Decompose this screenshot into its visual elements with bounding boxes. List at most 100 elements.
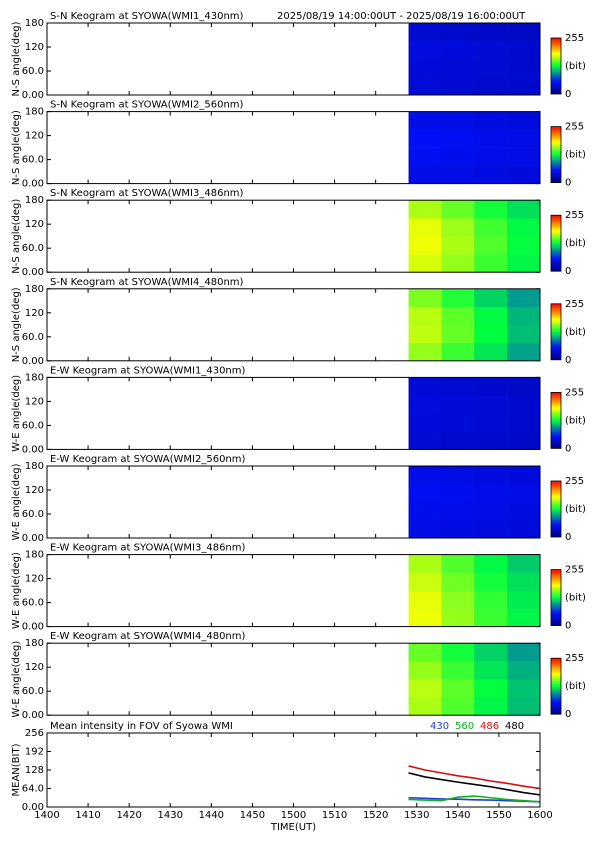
keogram-cell xyxy=(408,377,442,396)
keogram-cell xyxy=(507,608,541,627)
keogram-cell xyxy=(441,520,475,539)
colorbar-label: (bit) xyxy=(565,327,586,338)
keogram-cell xyxy=(507,554,541,573)
colorbar xyxy=(550,37,562,95)
y-tick-label: 0.00 xyxy=(22,802,44,813)
keogram-cell xyxy=(507,23,541,42)
keogram-cell xyxy=(507,466,541,485)
keogram-cell xyxy=(474,111,508,130)
keogram-cell xyxy=(408,520,442,539)
x-tick-label: 1540 xyxy=(445,810,470,821)
y-tick-label: 0.00 xyxy=(22,179,44,190)
keogram-cell xyxy=(474,342,508,362)
y-tick-label: 60.0 xyxy=(22,420,44,431)
series-line xyxy=(408,765,541,790)
x-tick-label: 1530 xyxy=(404,810,429,821)
colorbar-tick-label: 255 xyxy=(565,33,584,44)
x-tick-label: 1420 xyxy=(116,810,141,821)
colorbar xyxy=(550,391,562,449)
panel-subtitle: 2025/08/19 14:00:00UT - 2025/08/19 16:00… xyxy=(277,11,526,22)
keogram-cell xyxy=(507,200,541,219)
y-axis-label: MEAN(BIT) xyxy=(11,743,22,796)
keogram-cell xyxy=(507,572,541,591)
keogram-cell xyxy=(507,643,541,662)
keogram-cell xyxy=(441,254,475,273)
x-tick-label: 1400 xyxy=(34,810,59,821)
colorbar-label: (bit) xyxy=(565,593,586,604)
keogram-cell xyxy=(408,484,442,503)
y-tick-label: 180 xyxy=(25,461,44,472)
colorbar xyxy=(550,657,562,715)
keogram-cell xyxy=(474,165,508,184)
keogram-cell xyxy=(507,218,541,237)
panel-frame xyxy=(46,376,541,450)
panel-title: S-N Keogram at SYOWA(WMI3_486nm) xyxy=(50,188,244,199)
keogram-cell xyxy=(507,484,541,503)
keogram-cell xyxy=(507,147,541,166)
keogram-cell xyxy=(474,520,508,539)
keogram-cell xyxy=(474,41,508,60)
keogram-cell xyxy=(408,200,442,219)
x-tick-label: 1600 xyxy=(527,810,552,821)
y-axis-label: W-E angle(deg) xyxy=(11,463,22,540)
legend-entry: 430 xyxy=(430,721,449,732)
y-tick-label: 180 xyxy=(25,18,44,29)
y-tick-label: 192 xyxy=(25,747,44,758)
colorbar-tick-label: 0 xyxy=(565,266,571,277)
keogram-cell xyxy=(507,236,541,255)
colorbar-tick-label: 255 xyxy=(565,476,584,487)
keogram-cell xyxy=(441,431,475,450)
y-tick-label: 64.0 xyxy=(22,784,44,795)
y-tick-label: 180 xyxy=(25,638,44,649)
y-tick-label: 0.00 xyxy=(22,533,44,544)
keogram-cell xyxy=(441,554,475,573)
panel-title: Mean intensity in FOV of Syowa WMI xyxy=(50,721,233,732)
keogram-cell xyxy=(507,590,541,609)
keogram-cell xyxy=(408,608,442,627)
keogram-cell xyxy=(441,466,475,485)
keogram-cell xyxy=(507,431,541,450)
keogram-cell xyxy=(474,147,508,166)
keogram-cell xyxy=(408,41,442,60)
keogram-cell xyxy=(507,377,541,396)
keogram-cell xyxy=(408,147,442,166)
x-tick-label: 1430 xyxy=(158,810,183,821)
keogram-cell xyxy=(474,484,508,503)
keogram-cell xyxy=(507,59,541,78)
keogram-cell xyxy=(441,697,475,716)
colorbar-label: (bit) xyxy=(565,150,586,161)
keogram-cell xyxy=(474,395,508,414)
panel-title: E-W Keogram at SYOWA(WMI4_480nm) xyxy=(50,631,246,642)
keogram-cell xyxy=(507,502,541,521)
keogram-cell xyxy=(408,554,442,573)
y-axis-label: W-E angle(deg) xyxy=(11,641,22,718)
panel-title: S-N Keogram at SYOWA(WMI1_430nm) xyxy=(50,11,244,22)
colorbar-tick-label: 0 xyxy=(565,355,571,366)
keogram-cell xyxy=(408,288,442,308)
colorbar xyxy=(550,126,562,183)
x-axis-label: TIME(UT) xyxy=(270,822,316,833)
keogram-cell xyxy=(474,697,508,716)
x-tick-label: 1500 xyxy=(281,810,306,821)
keogram-cell xyxy=(408,643,442,662)
y-tick-label: 120 xyxy=(25,485,44,496)
panel-frame xyxy=(46,288,541,362)
colorbar xyxy=(550,569,562,626)
keogram-cell xyxy=(441,236,475,255)
keogram-cell xyxy=(474,129,508,148)
colorbar-tick-label: 0 xyxy=(565,443,571,454)
panel-frame xyxy=(46,465,541,539)
series-line xyxy=(408,772,541,796)
keogram-cell xyxy=(474,554,508,573)
keogram-cell xyxy=(441,200,475,219)
legend-entry: 480 xyxy=(505,721,524,732)
keogram-cell xyxy=(441,413,475,432)
keogram-cell xyxy=(441,643,475,662)
keogram-cell xyxy=(441,111,475,130)
keogram-cell xyxy=(441,377,475,396)
panel-title: E-W Keogram at SYOWA(WMI3_486nm) xyxy=(50,543,246,554)
keogram-cell xyxy=(474,324,508,344)
keogram-cell xyxy=(474,254,508,273)
keogram-cell xyxy=(507,165,541,184)
y-tick-label: 60.0 xyxy=(22,509,44,520)
